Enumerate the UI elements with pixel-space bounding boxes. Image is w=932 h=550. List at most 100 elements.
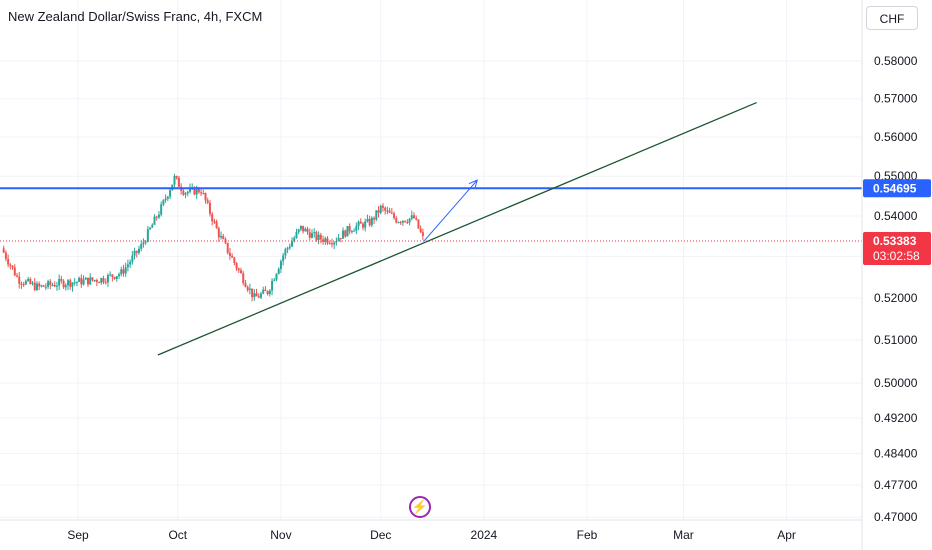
candle-body bbox=[137, 248, 140, 253]
candle-body bbox=[315, 232, 318, 240]
countdown-label: 03:02:58 bbox=[873, 249, 920, 263]
candle-body bbox=[135, 250, 138, 253]
candle-body bbox=[286, 247, 289, 250]
candle-body bbox=[31, 282, 34, 284]
candle-body bbox=[184, 193, 187, 195]
candle-body bbox=[22, 284, 25, 286]
candle-body bbox=[157, 214, 160, 218]
candle-body bbox=[129, 261, 132, 265]
candle-body bbox=[415, 218, 418, 220]
candle-body bbox=[155, 216, 158, 218]
candle-body bbox=[215, 221, 218, 229]
candle-body bbox=[253, 293, 256, 298]
candle-body bbox=[27, 278, 30, 281]
candle-body bbox=[98, 282, 101, 284]
candle-body bbox=[169, 190, 172, 197]
candle-body bbox=[202, 193, 205, 195]
candle-body bbox=[328, 243, 331, 245]
lightning-icon[interactable]: ⚡ bbox=[409, 496, 431, 518]
candle-body bbox=[404, 220, 407, 222]
candle-body bbox=[29, 278, 32, 284]
candle-body bbox=[310, 233, 313, 238]
candle-body bbox=[324, 238, 327, 242]
grid-layer bbox=[0, 0, 862, 520]
currency-button[interactable]: CHF bbox=[866, 6, 918, 30]
lines-layer bbox=[0, 101, 862, 356]
candle-body bbox=[386, 210, 389, 212]
candle-body bbox=[7, 258, 10, 265]
x-tick-label: Sep bbox=[67, 528, 89, 542]
candle-body bbox=[93, 280, 96, 282]
candle-body bbox=[257, 296, 260, 298]
candle-body bbox=[342, 230, 345, 239]
candle-body bbox=[242, 273, 245, 284]
candle-body bbox=[113, 277, 116, 279]
candle-body bbox=[200, 192, 203, 194]
candle-body bbox=[80, 277, 83, 285]
y-tick-label: 0.48400 bbox=[874, 447, 918, 461]
candle-body bbox=[91, 277, 94, 281]
y-tick-label: 0.57000 bbox=[874, 92, 918, 106]
candle-body bbox=[177, 177, 180, 187]
candle-body bbox=[40, 285, 43, 287]
candle-body bbox=[195, 188, 198, 195]
candle-body bbox=[240, 270, 243, 274]
candle-body bbox=[319, 234, 322, 240]
candle-body bbox=[266, 291, 269, 294]
candle-body bbox=[350, 231, 353, 233]
candle-body bbox=[384, 207, 387, 211]
candle-body bbox=[377, 210, 380, 213]
candle-body bbox=[67, 280, 70, 286]
candle-body bbox=[115, 276, 118, 279]
candle-body bbox=[421, 232, 424, 236]
candle-body bbox=[149, 227, 152, 230]
candle-body bbox=[413, 215, 416, 219]
candle-body bbox=[217, 228, 220, 238]
candle-body bbox=[55, 285, 58, 287]
candle-body bbox=[126, 264, 129, 268]
candle-body bbox=[273, 279, 276, 281]
candle-body bbox=[282, 255, 285, 262]
candle-body bbox=[118, 274, 121, 277]
candle-body bbox=[308, 232, 311, 238]
candle-body bbox=[144, 241, 147, 243]
resistance-price-label: 0.54695 bbox=[873, 181, 917, 195]
candle-body bbox=[104, 282, 107, 284]
candle-body bbox=[393, 213, 396, 218]
current-price-tag bbox=[863, 231, 931, 265]
y-tick-label: 0.49200 bbox=[874, 411, 918, 425]
candle-body bbox=[142, 242, 145, 245]
candle-body bbox=[64, 285, 67, 288]
candle-body bbox=[337, 237, 340, 241]
candle-body bbox=[406, 221, 409, 223]
candle-body bbox=[390, 212, 393, 214]
candle-body bbox=[297, 229, 300, 233]
candle-body bbox=[82, 279, 85, 285]
candle-body bbox=[42, 285, 45, 287]
candle-body bbox=[235, 263, 238, 269]
candle-body bbox=[344, 230, 347, 237]
candle-body bbox=[60, 278, 63, 281]
candle-body bbox=[379, 205, 382, 213]
candle-body bbox=[295, 232, 298, 238]
candle-body bbox=[182, 190, 185, 195]
candle-body bbox=[16, 275, 19, 277]
candle-body bbox=[222, 235, 225, 240]
candle-body bbox=[69, 280, 72, 287]
x-tick-label: Apr bbox=[777, 528, 796, 542]
candle-body bbox=[62, 280, 65, 288]
resistance-price-tag bbox=[863, 179, 931, 198]
candles-layer bbox=[2, 173, 424, 302]
candle-body bbox=[346, 226, 349, 237]
y-tick-label: 0.50000 bbox=[874, 376, 918, 390]
x-tick-label: Dec bbox=[370, 528, 391, 542]
candle-body bbox=[364, 221, 367, 228]
candle-body bbox=[231, 255, 234, 258]
candle-body bbox=[151, 224, 154, 228]
candle-body bbox=[95, 280, 98, 283]
candle-body bbox=[164, 198, 167, 201]
y-tick-label: 0.56000 bbox=[874, 130, 918, 144]
candle-body bbox=[291, 241, 294, 247]
x-tick-label: Feb bbox=[577, 528, 598, 542]
